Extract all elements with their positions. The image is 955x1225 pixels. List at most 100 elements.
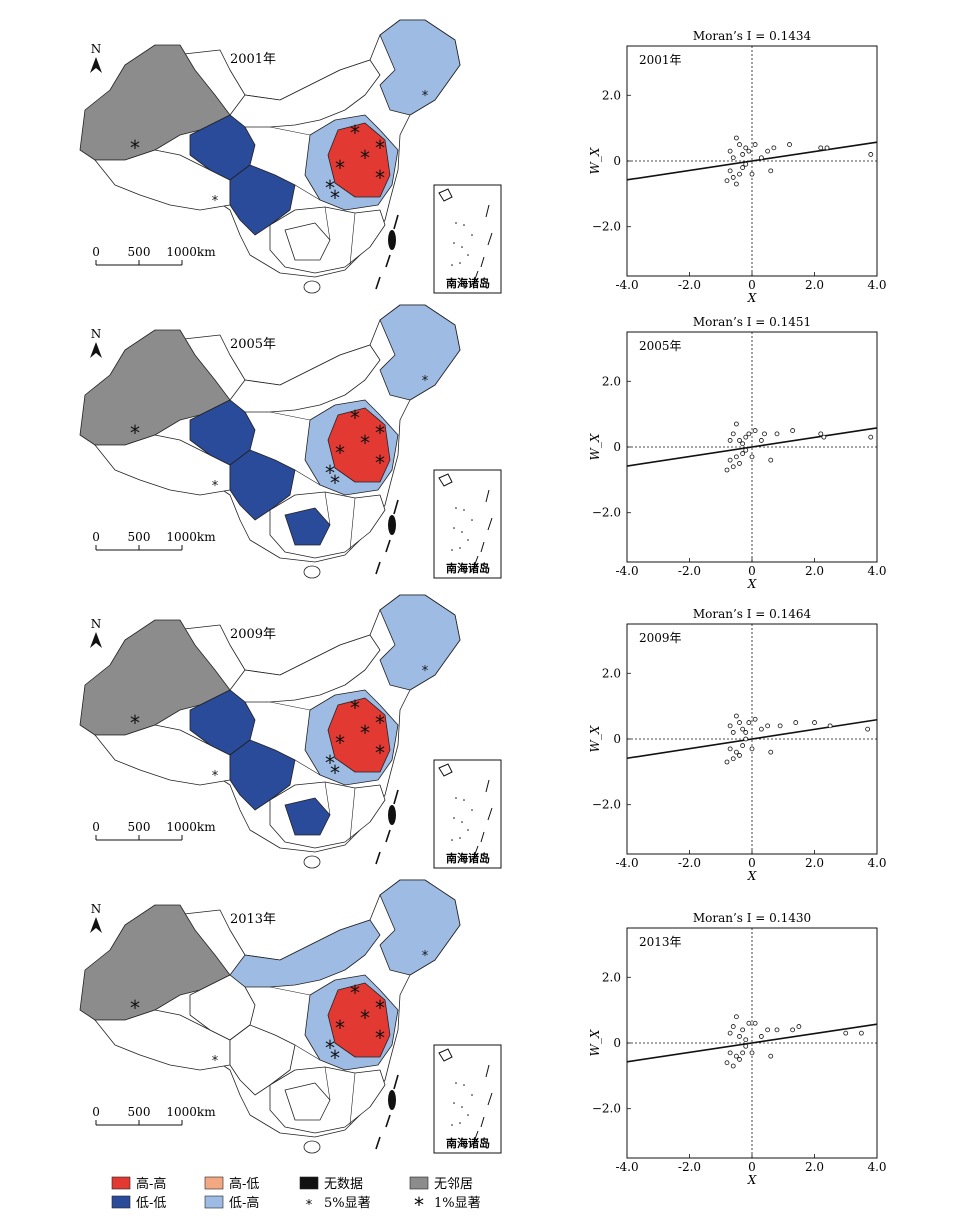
scatter-point (737, 438, 742, 443)
scale-label: 0 (92, 1105, 100, 1119)
inset-island (467, 254, 469, 256)
scatter-point (740, 441, 746, 447)
region-northeast (379, 879, 461, 976)
scatter-point (743, 1043, 749, 1049)
scatter-point (737, 1057, 742, 1062)
sig5-marker: * (422, 949, 429, 964)
scatter-point (727, 746, 733, 752)
scale-label: 1000km (166, 530, 216, 544)
plot-year-label: 2001年 (639, 53, 682, 67)
inset-island (459, 837, 461, 839)
scatter-point (740, 165, 746, 170)
scatter-point (843, 1030, 849, 1036)
legend-item: 无数据 (299, 1176, 363, 1192)
plot-title: Moran’s I = 0.1430 (693, 911, 811, 925)
moran-scatter-panel: Moran’s I = 0.1464 2009年 -4.0 -2.0 0 2.0 4.0 2.… (588, 607, 887, 883)
map-year-label: 2009年 (230, 627, 276, 642)
scatter-point (749, 1050, 755, 1056)
scatter-point (727, 168, 733, 174)
region-guangxi (284, 1082, 331, 1121)
x-tick-label: 4.0 (867, 278, 886, 292)
scatter-point (727, 1030, 733, 1036)
scatter-point (727, 723, 733, 729)
scatter-point (774, 431, 780, 437)
inset-island (453, 817, 455, 819)
scatter-point (868, 434, 874, 440)
scatter-point (740, 451, 746, 456)
inset-island (461, 1106, 463, 1108)
scale-label: 1000km (166, 245, 216, 259)
inset-outline (438, 1048, 493, 1140)
scatter-point (858, 1030, 864, 1036)
x-axis-label: X (747, 1173, 757, 1187)
inset-island (461, 246, 463, 248)
y-tick-label: 0 (613, 1036, 621, 1050)
region-sichuan (229, 164, 296, 236)
inset-island (453, 1102, 455, 1104)
scatter-point (771, 145, 777, 151)
sig1-marker: * (330, 761, 340, 785)
sig1-marker: * (375, 451, 385, 475)
y-axis-label: W_X (588, 1029, 602, 1056)
south-china-sea-inset: 南海诸岛 (433, 759, 502, 869)
legend-label: 低-高 (229, 1195, 259, 1211)
scatter-point (758, 1034, 764, 1039)
inset-island (459, 547, 461, 549)
x-tick-label: 2.0 (805, 278, 824, 292)
scatter-point (730, 756, 736, 762)
scatter-point (765, 1027, 771, 1033)
scatter-point (765, 148, 771, 154)
inset-island (459, 262, 461, 264)
map-year-label: 2013年 (230, 912, 276, 927)
sig1-marker: * (360, 431, 370, 455)
scatter-point (743, 161, 749, 167)
sig1-marker: * (130, 136, 140, 160)
legend-item: 低-低 (111, 1195, 166, 1211)
region-taiwan (388, 805, 396, 825)
regression-line (626, 718, 878, 760)
scatter-point (730, 464, 736, 470)
south-china-sea-inset: 南海诸岛 (433, 469, 502, 579)
y-tick-label: 0 (613, 440, 621, 454)
region-northeast (379, 594, 461, 691)
sig1-marker: * (350, 121, 360, 145)
map-year-label: 2001年 (230, 52, 276, 67)
sig1-marker: * (360, 721, 370, 745)
region-inner-mongolia (229, 634, 381, 703)
scatter-point (749, 171, 755, 177)
scatter-point (743, 1037, 749, 1043)
scale-label: 1000km (166, 1105, 216, 1119)
scatter-point (746, 148, 752, 154)
boundary-dashes (375, 1074, 399, 1150)
inset-outline (438, 188, 493, 280)
moran-scatterplots: Moran’s I = 0.1434 2001年 -4.0 -2.0 0 2.0 4.0 2.… (588, 29, 887, 1187)
scatter-point (768, 749, 774, 755)
scale-bar: 0 500 1000km (92, 820, 216, 841)
inset-island (471, 234, 473, 236)
x-tick-label: -4.0 (615, 278, 638, 292)
region-sichuan (229, 449, 296, 521)
region-sichuan (229, 739, 296, 811)
scale-label: 0 (92, 530, 100, 544)
legend-sig1-marker: * (414, 1193, 424, 1217)
legend-label: 高-高 (136, 1176, 166, 1192)
sig1-marker: * (335, 156, 345, 180)
y-tick-label: −2.0 (592, 798, 621, 812)
legend-item: * 1%显著 (414, 1193, 481, 1217)
y-tick-label: 0 (613, 732, 621, 746)
scatter-point (746, 720, 752, 725)
sig1-marker: * (360, 146, 370, 170)
sig1-marker: * (335, 1016, 345, 1040)
scatter-point (768, 168, 774, 174)
scatter-point (752, 428, 758, 433)
scale-label: 0 (92, 245, 100, 259)
scatter-point (733, 135, 739, 141)
inset-island (463, 224, 465, 226)
scale-label: 1000km (166, 820, 216, 834)
region-sichuan (229, 1024, 296, 1096)
scatter-point (758, 726, 764, 732)
scale-bar-line (95, 1120, 183, 1126)
